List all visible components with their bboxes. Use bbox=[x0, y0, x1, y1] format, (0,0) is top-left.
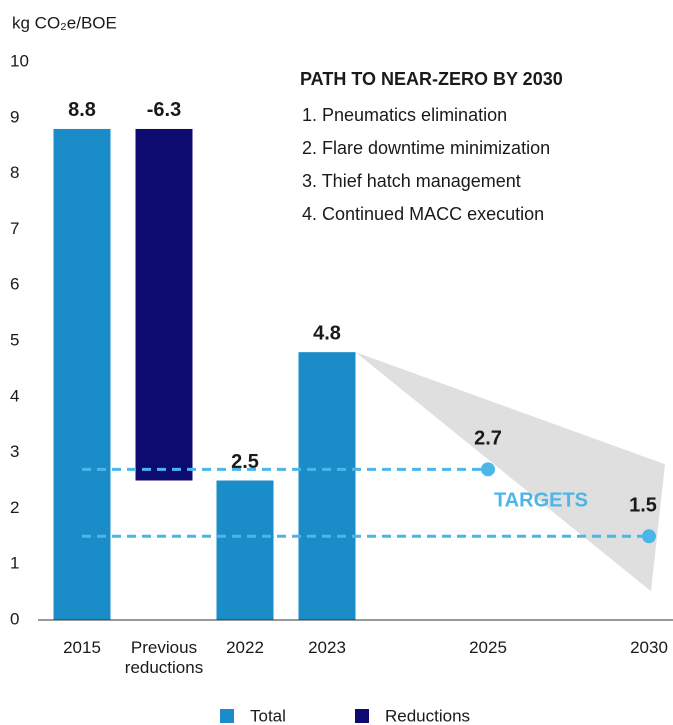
x-tick-label: Previous reductions bbox=[124, 638, 204, 677]
bar bbox=[53, 128, 111, 620]
x-tick-label: 2030 bbox=[630, 638, 668, 657]
y-tick-label: 8 bbox=[10, 163, 19, 182]
value-label: 8.8 bbox=[68, 99, 96, 121]
legend-swatch bbox=[355, 709, 369, 723]
bar bbox=[216, 480, 274, 620]
value-label: 4.8 bbox=[313, 322, 341, 344]
legend-swatch bbox=[220, 709, 234, 723]
y-tick-label: 1 bbox=[10, 554, 19, 573]
y-tick-label: 7 bbox=[10, 219, 19, 238]
targets-label: TARGETS bbox=[494, 489, 588, 511]
x-tick-label: 2015 bbox=[63, 638, 101, 657]
projection-cone bbox=[355, 352, 665, 592]
annotation-item: 2. Flare downtime minimization bbox=[302, 138, 550, 158]
y-tick-label: 5 bbox=[10, 330, 19, 349]
x-tick-label: 2025 bbox=[469, 638, 507, 657]
y-tick-label: 2 bbox=[10, 498, 19, 517]
y-tick-label: 6 bbox=[10, 275, 19, 294]
legend-label: Reductions bbox=[385, 706, 470, 725]
x-tick-label: 2023 bbox=[308, 638, 346, 657]
value-label: 2.7 bbox=[474, 428, 502, 450]
legend-label: Total bbox=[250, 706, 286, 725]
x-tick-label: 2022 bbox=[226, 638, 264, 657]
value-label: 2.5 bbox=[231, 451, 259, 473]
y-tick-label: 10 bbox=[10, 51, 29, 70]
target-point bbox=[481, 462, 495, 477]
value-label: -6.3 bbox=[147, 99, 181, 121]
annotation-item: 1. Pneumatics elimination bbox=[302, 105, 507, 125]
annotation-title: PATH TO NEAR-ZERO BY 2030 bbox=[300, 69, 563, 89]
y-axis-label: kg CO₂e/BOE bbox=[12, 13, 117, 32]
y-tick-label: 0 bbox=[10, 609, 19, 628]
y-tick-label: 3 bbox=[10, 442, 19, 461]
y-tick-label: 9 bbox=[10, 107, 19, 126]
value-label: 1.5 bbox=[629, 495, 657, 517]
bar bbox=[298, 352, 356, 620]
annotation-item: 3. Thief hatch management bbox=[302, 171, 521, 191]
target-point bbox=[642, 529, 656, 544]
bar bbox=[135, 128, 193, 481]
y-tick-label: 4 bbox=[10, 386, 19, 405]
annotation-item: 4. Continued MACC execution bbox=[302, 204, 544, 224]
